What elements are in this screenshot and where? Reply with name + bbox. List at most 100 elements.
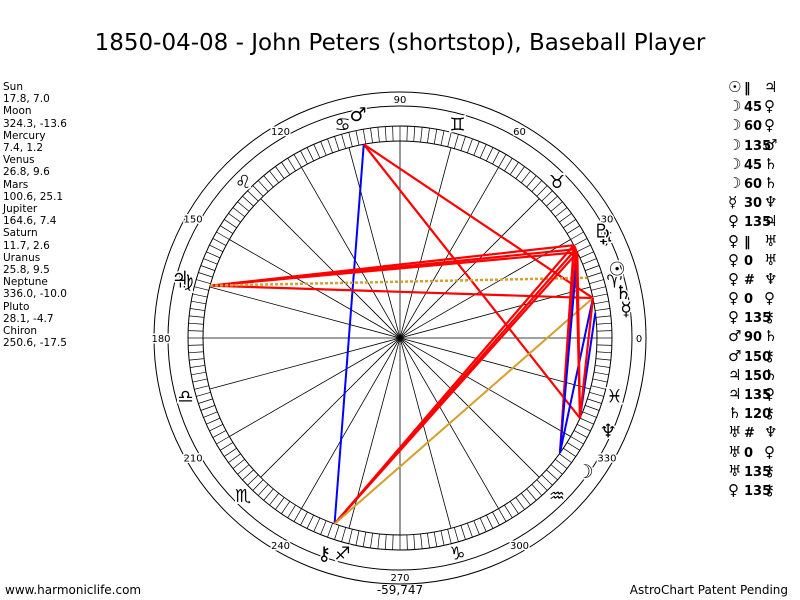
planet-values: 100.6, 25.1 xyxy=(3,190,64,203)
degree-tick xyxy=(596,344,612,346)
degree-tick xyxy=(327,138,333,154)
degree-tick xyxy=(584,265,600,271)
degree-tick xyxy=(196,391,211,397)
zodiac-sign-glyph: ♉ xyxy=(549,172,565,193)
degree-tick xyxy=(531,180,543,192)
planet-glyph: ☽ xyxy=(577,461,594,483)
zodiac-sign-glyph: ♑ xyxy=(449,543,465,564)
aspect-line xyxy=(333,251,579,525)
degree-tick xyxy=(334,136,340,151)
degree-tick xyxy=(377,127,380,143)
degree-tick xyxy=(536,185,548,197)
aspect-planet-2-glyph: ♅ xyxy=(764,231,778,250)
degree-tick xyxy=(252,479,264,491)
degree-tick xyxy=(492,511,500,526)
aspect-type: ‖ xyxy=(744,81,751,96)
degree-tick xyxy=(313,144,321,159)
aspect-row: ♀ 135♃ xyxy=(728,212,778,231)
degree-tick xyxy=(362,129,367,145)
site-link[interactable]: www.harmoniclife.com xyxy=(5,583,142,597)
aspect-row: ♀ 135⚷ xyxy=(728,308,778,327)
aspect-row: ♅ 0 ♀ xyxy=(728,443,778,462)
degree-tick xyxy=(220,442,234,451)
degree-label: 210 xyxy=(183,454,202,465)
planet-glyph: ♂ xyxy=(350,104,367,126)
aspect-planet-2-glyph: ♄ xyxy=(764,327,778,346)
degree-tick xyxy=(237,201,250,212)
degree-tick xyxy=(224,219,237,229)
degree-tick xyxy=(595,365,610,368)
degree-tick xyxy=(252,185,264,197)
zodiac-sign-glyph: ♐ xyxy=(334,543,350,564)
degree-tick xyxy=(228,213,241,223)
degree-tick xyxy=(440,130,445,146)
aspect-planet-2-glyph: ♃ xyxy=(764,78,778,96)
degree-tick xyxy=(212,238,227,246)
aspect-line xyxy=(209,244,574,287)
degree-tick xyxy=(327,522,333,538)
planet-name: Neptune xyxy=(3,276,48,289)
aspect-planet-2-glyph: ♆ xyxy=(764,269,778,288)
degree-tick xyxy=(555,459,568,469)
degree-tick xyxy=(406,534,408,550)
aspect-planet-2-glyph: ⚷ xyxy=(764,404,775,423)
degree-tick xyxy=(521,493,531,506)
degree-tick xyxy=(596,322,612,325)
aspect-planet-2-glyph: ⚷ xyxy=(764,480,775,499)
degree-tick xyxy=(242,469,254,481)
degree-tick xyxy=(473,520,480,535)
aspect-line xyxy=(210,276,588,287)
degree-tick xyxy=(191,300,207,305)
zodiac-sign-glyph: ♈ xyxy=(606,272,622,293)
degree-tick xyxy=(320,141,327,156)
planet-glyph: ⚷ xyxy=(317,543,331,565)
degree-label: 240 xyxy=(271,541,290,552)
aspect-planet-2-glyph: ⚷ xyxy=(764,346,775,365)
degree-tick xyxy=(573,430,588,438)
degree-tick xyxy=(453,134,459,149)
degree-tick xyxy=(479,144,487,159)
degree-tick xyxy=(526,175,537,188)
degree-tick xyxy=(591,286,606,291)
planet-name: Pluto xyxy=(3,300,30,313)
degree-tick xyxy=(189,358,205,361)
degree-tick xyxy=(216,436,230,445)
degree-tick xyxy=(467,522,473,538)
zodiac-sign-glyph: ♋ xyxy=(334,115,350,136)
degree-tick xyxy=(584,405,600,411)
degree-tick xyxy=(281,162,291,175)
planet-position-list: Sun 17.8, 7.0 Moon 324.3, -13.6 Mercury 7.4, … xyxy=(3,81,67,349)
aspect-planet-2-glyph: ♆ xyxy=(764,423,778,442)
degree-tick xyxy=(595,308,610,311)
aspect-type: 0 xyxy=(744,292,754,308)
aspect-planet-1-glyph: ♅ xyxy=(728,423,742,442)
aspect-planet-1-glyph: ☽ xyxy=(728,97,742,116)
aspect-planet-1-glyph: ♄ xyxy=(728,404,742,423)
degree-tick xyxy=(275,166,285,179)
aspect-line xyxy=(333,297,594,525)
degree-tick xyxy=(192,378,208,383)
degree-tick xyxy=(209,244,224,252)
planet-glyph: ♅ xyxy=(597,229,614,251)
degree-tick xyxy=(190,308,205,311)
degree-tick xyxy=(596,351,612,354)
aspect-line xyxy=(572,244,577,250)
aspect-row: ♅ 135⚷ xyxy=(728,462,778,481)
degree-tick xyxy=(504,504,513,518)
aspect-type: 60 xyxy=(744,176,763,192)
aspect-row: ☉ ‖ ♃ xyxy=(728,78,778,97)
degree-tick xyxy=(228,453,241,463)
aspect-planet-1-glyph: ☽ xyxy=(728,135,742,154)
aspect-row: ♂ 150⚷ xyxy=(728,347,778,366)
aspect-planet-1-glyph: ♀ xyxy=(728,289,739,308)
degree-tick xyxy=(479,517,487,532)
degree-tick xyxy=(570,436,584,445)
degree-tick xyxy=(191,371,207,376)
aspect-row: ♀ 135⚷ xyxy=(728,481,778,500)
degree-tick xyxy=(420,533,423,549)
degree-tick xyxy=(198,398,213,404)
aspect-planet-2-glyph: ⚷ xyxy=(764,461,775,480)
planet-values: 17.8, 7.0 xyxy=(3,93,50,106)
degree-tick xyxy=(348,132,353,147)
degree-tick xyxy=(576,244,591,252)
